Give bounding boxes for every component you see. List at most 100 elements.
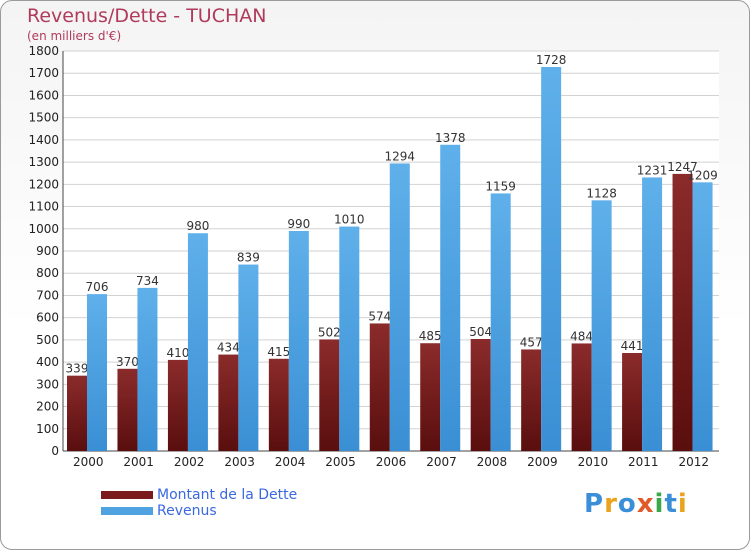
legend: Montant de la Dette Revenus <box>101 487 297 519</box>
logo-letter: o <box>617 489 637 519</box>
data-label-dette: 370 <box>116 355 139 369</box>
y-tick-label: 800 <box>36 266 59 280</box>
data-label-dette: 434 <box>217 341 240 355</box>
x-tick-label: 2008 <box>477 455 508 469</box>
data-label-revenus: 1378 <box>435 131 466 145</box>
x-tick-label: 2009 <box>527 455 558 469</box>
bar-revenus <box>288 231 309 451</box>
y-tick-label: 100 <box>36 422 59 436</box>
data-label-dette: 457 <box>520 335 543 349</box>
legend-swatch-revenus <box>101 507 153 515</box>
x-tick-label: 2000 <box>73 455 104 469</box>
bar-revenus <box>591 200 612 451</box>
bar-dette <box>622 353 643 451</box>
data-label-dette: 502 <box>318 325 341 339</box>
data-label-revenus: 839 <box>237 251 260 265</box>
x-tick-label: 2001 <box>123 455 154 469</box>
bar-dette <box>117 368 138 451</box>
y-tick-label: 300 <box>36 377 59 391</box>
logo-letter: x <box>636 489 655 519</box>
data-label-dette: 574 <box>368 309 391 323</box>
x-tick-label: 2003 <box>224 455 255 469</box>
y-tick-label: 1700 <box>28 66 59 80</box>
bar-dette <box>672 173 693 451</box>
x-tick-label: 2012 <box>678 455 709 469</box>
logo-letter: t <box>664 489 678 519</box>
bar-revenus <box>490 193 511 451</box>
y-tick-label: 600 <box>36 311 59 325</box>
legend-label-dette: Montant de la Dette <box>157 487 298 503</box>
data-label-revenus: 990 <box>287 217 310 231</box>
y-tick-label: 0 <box>51 444 59 458</box>
data-label-dette: 485 <box>419 329 442 343</box>
data-label-revenus: 1231 <box>637 163 668 177</box>
y-tick-label: 1500 <box>28 111 59 125</box>
x-tick-label: 2004 <box>275 455 306 469</box>
y-tick-label: 700 <box>36 288 59 302</box>
logo-letter: r <box>604 489 618 519</box>
bar-dette <box>218 354 239 451</box>
x-tick-label: 2007 <box>426 455 457 469</box>
y-tick-label: 1800 <box>28 44 59 58</box>
legend-item-revenus: Revenus <box>101 503 297 519</box>
x-tick-label: 2011 <box>628 455 659 469</box>
data-label-revenus: 1209 <box>687 168 718 182</box>
data-label-dette: 410 <box>166 346 189 360</box>
data-label-dette: 504 <box>469 325 492 339</box>
data-label-revenus: 1010 <box>334 213 365 227</box>
data-label-revenus: 734 <box>136 274 159 288</box>
y-tick-label: 1300 <box>28 155 59 169</box>
data-label-dette: 339 <box>66 362 89 376</box>
bar-revenus <box>87 294 107 451</box>
bar-revenus <box>692 182 713 452</box>
bar-dette <box>167 359 188 451</box>
data-label-revenus: 980 <box>186 219 209 233</box>
logo-letter: i <box>677 489 688 519</box>
legend-swatch-dette <box>101 491 153 499</box>
y-tick-label: 1400 <box>28 133 59 147</box>
y-tick-label: 200 <box>36 400 59 414</box>
bar-revenus <box>187 233 208 451</box>
data-label-revenus: 1728 <box>536 53 567 67</box>
data-label-dette: 441 <box>621 339 644 353</box>
data-label-dette: 484 <box>570 329 593 343</box>
bar-revenus <box>238 264 259 451</box>
y-tick-label: 900 <box>36 244 59 258</box>
y-tick-label: 1100 <box>28 200 59 214</box>
bar-dette <box>470 339 491 451</box>
bar-revenus <box>339 226 360 451</box>
bar-dette <box>67 375 87 451</box>
data-label-dette: 415 <box>267 345 290 359</box>
bar-dette <box>268 358 289 451</box>
x-tick-label: 2005 <box>325 455 356 469</box>
data-label-revenus: 1294 <box>384 149 415 163</box>
data-label-revenus: 1159 <box>485 179 516 193</box>
bar-revenus <box>137 287 158 451</box>
legend-item-dette: Montant de la Dette <box>101 487 297 503</box>
bar-revenus <box>642 177 663 451</box>
logo-letter: i <box>654 489 665 519</box>
y-tick-label: 1000 <box>28 222 59 236</box>
proxiti-logo: Proxiti <box>584 489 688 519</box>
bar-revenus <box>389 163 410 451</box>
y-tick-label: 1600 <box>28 88 59 102</box>
bar-dette <box>420 343 441 451</box>
bar-dette <box>319 339 340 451</box>
x-tick-label: 2002 <box>174 455 205 469</box>
x-tick-label: 2006 <box>376 455 407 469</box>
chart-subtitle: (en milliers d'€) <box>27 29 122 43</box>
bar-dette <box>571 343 592 451</box>
data-label-revenus: 706 <box>86 280 109 294</box>
y-tick-label: 1200 <box>28 177 59 191</box>
chart-title: Revenus/Dette - TUCHAN <box>27 5 267 27</box>
data-label-revenus: 1128 <box>586 186 617 200</box>
y-tick-label: 500 <box>36 333 59 347</box>
x-tick-label: 2010 <box>578 455 609 469</box>
legend-label-revenus: Revenus <box>157 503 217 519</box>
data-label-dette: 1247 <box>667 160 698 174</box>
logo-letter: P <box>584 489 605 519</box>
bar-revenus <box>440 144 461 451</box>
bar-dette <box>521 349 542 451</box>
